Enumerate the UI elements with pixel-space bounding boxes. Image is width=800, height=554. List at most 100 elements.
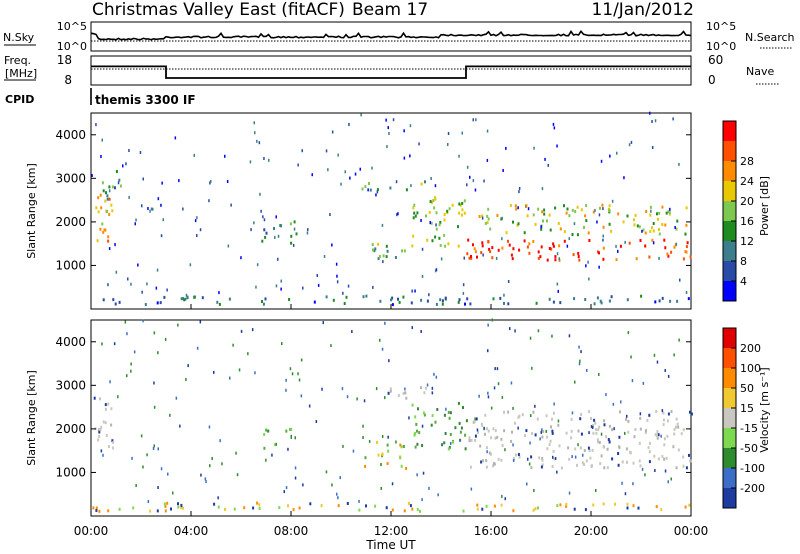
heatmap-cell [500, 458, 503, 462]
heatmap-cell [426, 383, 429, 387]
heatmap-cell [102, 189, 105, 193]
heatmap-cell [634, 428, 637, 431]
heatmap-cell [672, 445, 675, 449]
heatmap-cell [688, 503, 691, 507]
heatmap-cell [444, 432, 447, 435]
heatmap-cell [673, 427, 676, 431]
heatmap-cell [153, 381, 155, 385]
heatmap-cell [478, 394, 480, 398]
heatmap-cell [675, 227, 678, 231]
heatmap-cell [346, 502, 349, 505]
heatmap-cell [565, 502, 568, 506]
heatmap-cell [431, 414, 434, 418]
nsky-tick-top: 10^5 [57, 20, 87, 33]
heatmap-cell [596, 296, 599, 300]
heatmap-cell [389, 387, 392, 391]
heatmap-cell [358, 499, 360, 503]
heatmap-cell [124, 320, 127, 324]
heatmap-cell [661, 205, 664, 209]
heatmap-cell [497, 382, 500, 386]
heatmap-cell [478, 215, 481, 218]
heatmap-cell [428, 210, 431, 214]
heatmap-cell [157, 351, 159, 355]
heatmap-cell [526, 482, 528, 486]
heatmap-cell [579, 446, 582, 450]
heatmap-cell [633, 435, 636, 439]
heatmap-cell [596, 220, 598, 224]
heatmap-cell [617, 463, 620, 467]
colorbar-tick-label: 100 [740, 362, 761, 375]
heatmap-cell [468, 439, 471, 443]
heatmap-cell [615, 258, 618, 262]
heatmap-cell [102, 230, 105, 234]
heatmap-cell [549, 228, 552, 232]
heatmap-cell [486, 129, 489, 133]
heatmap-cell [670, 250, 673, 254]
heatmap-cell [468, 436, 471, 440]
heatmap-cell [331, 483, 333, 487]
heatmap-cell [97, 196, 100, 200]
heatmap-cell [336, 280, 339, 284]
heatmap-cell [131, 456, 133, 460]
heatmap-cell [93, 396, 96, 400]
power-ylabel: Slant Range [km] [25, 163, 38, 259]
heatmap-cell [178, 179, 180, 183]
heatmap-cell [509, 327, 511, 331]
heatmap-cell [108, 185, 111, 189]
velocity-yticks: 1000 2000 3000 4000 [55, 335, 691, 479]
heatmap-cell [440, 257, 443, 261]
heatmap-cell [153, 331, 156, 335]
heatmap-cell [553, 402, 555, 406]
heatmap-cell [551, 465, 554, 468]
heatmap-cell [351, 330, 353, 333]
heatmap-cell [308, 404, 311, 408]
heatmap-cell [675, 466, 678, 470]
heatmap-cell [443, 413, 446, 417]
heatmap-cell [327, 168, 329, 172]
heatmap-cell [458, 298, 461, 302]
heatmap-cell [647, 446, 650, 450]
heatmap-cell [430, 201, 433, 204]
freq-tick-bottom: 8 [64, 73, 72, 87]
heatmap-cell [160, 234, 163, 238]
heatmap-cell [650, 209, 652, 213]
heatmap-cell [433, 206, 436, 210]
heatmap-cell [605, 393, 607, 397]
heatmap-cell [108, 445, 110, 449]
heatmap-cell [548, 297, 551, 301]
heatmap-cell [680, 432, 683, 436]
heatmap-cell [667, 210, 670, 214]
heatmap-cell [111, 209, 114, 213]
heatmap-cell [458, 211, 461, 215]
heatmap-cell [625, 447, 628, 451]
heatmap-cell [595, 428, 598, 431]
heatmap-cell [448, 445, 451, 449]
heatmap-cell [434, 235, 437, 239]
heatmap-cell [100, 425, 103, 429]
heatmap-cell [497, 248, 500, 252]
heatmap-cell [399, 456, 402, 460]
colorbar-tick-label: 28 [740, 155, 754, 168]
heatmap-cell [663, 443, 666, 447]
heatmap-cell [626, 298, 629, 302]
heatmap-cell [635, 257, 638, 261]
heatmap-cell [549, 439, 552, 443]
heatmap-cell [250, 228, 252, 232]
heatmap-cell [628, 241, 631, 245]
heatmap-cell [532, 508, 535, 512]
heatmap-cell [667, 254, 670, 258]
heatmap-cell [480, 251, 483, 255]
heatmap-cell [110, 423, 113, 427]
heatmap-cell [649, 213, 652, 217]
heatmap-cell [258, 507, 261, 510]
heatmap-cell [97, 210, 100, 214]
time-tick-label: 00:00 [74, 524, 109, 538]
heatmap-cell [554, 457, 557, 460]
heatmap-cell [588, 449, 591, 453]
heatmap-cell [550, 247, 553, 251]
heatmap-cell [405, 396, 408, 400]
heatmap-cell [434, 184, 437, 188]
heatmap-cell [464, 447, 467, 451]
heatmap-cell [512, 406, 514, 410]
heatmap-cell [512, 459, 515, 462]
